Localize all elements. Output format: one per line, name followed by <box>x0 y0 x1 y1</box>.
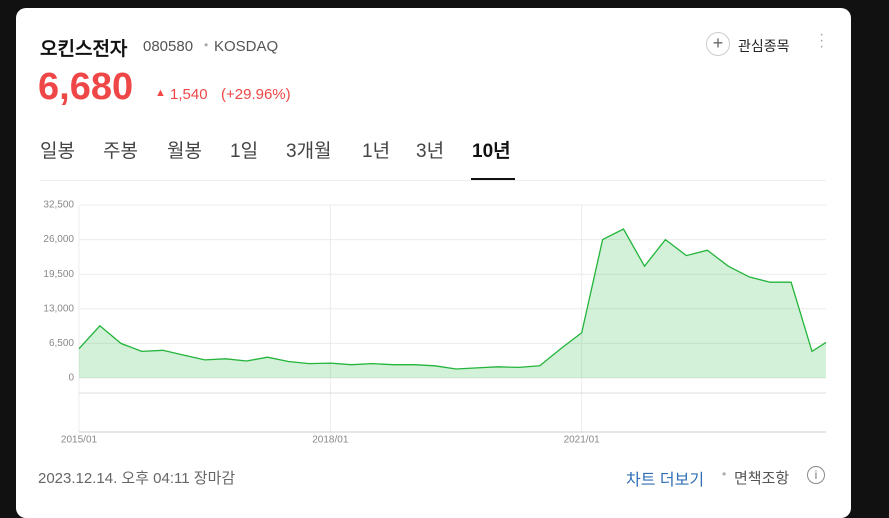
y-tick-label: 6,500 <box>49 338 74 349</box>
disclaimer[interactable]: 면책조항 <box>734 470 790 487</box>
watch-button[interactable]: 관심종목 <box>738 38 790 54</box>
change-pct: (+29.96%) <box>221 86 291 103</box>
price: 6,680 <box>38 66 134 108</box>
tab[interactable]: 10년 <box>472 141 511 162</box>
tab[interactable]: 3년 <box>416 141 445 162</box>
line <box>78 228 827 370</box>
stock-code: 080580 <box>143 38 194 55</box>
stock-name: 오킨스전자 <box>40 39 128 60</box>
more-menu[interactable]: · · · <box>819 26 825 55</box>
info-icon[interactable]: i <box>807 466 825 484</box>
chart: 0 6,500 13,000 19,500 26,000 32,500 2015/01 201… <box>43 200 827 446</box>
y-tick-label: 0 <box>68 373 74 384</box>
y-tick-label: 26,000 <box>43 234 74 245</box>
x-tick-label: 2018/01 <box>312 435 349 446</box>
tab[interactable]: 일봉 <box>40 141 75 162</box>
timestamp: 2023.12.14. 오후 04:11 장마감 <box>38 470 236 487</box>
y-tick-label: 32,500 <box>43 200 74 211</box>
tab[interactable]: 3개월 <box>286 141 332 162</box>
tab[interactable]: 1년 <box>362 141 391 162</box>
up-arrow: ▲ <box>155 87 166 99</box>
separator: • <box>204 38 209 52</box>
y-tick-label: 19,500 <box>43 269 74 280</box>
tab[interactable]: 1일 <box>230 141 259 162</box>
x-tick-label: 2021/01 <box>564 435 601 446</box>
x-tick-label: 2015/01 <box>61 435 98 446</box>
change: 1,540 <box>170 86 208 103</box>
y-tick-label: 13,000 <box>43 303 74 314</box>
tab[interactable]: 주봉 <box>103 141 138 162</box>
separator: • <box>722 467 727 481</box>
stock-card: 오킨스전자 080580 • KOSDAQ + 관심종목 · · · 6,680 ▲… <box>16 8 851 518</box>
divider <box>40 180 826 181</box>
tab[interactable]: 월봉 <box>167 141 202 162</box>
add-icon[interactable]: + <box>706 32 730 56</box>
market: KOSDAQ <box>214 38 279 55</box>
area <box>79 229 826 378</box>
tab-underline <box>471 178 515 180</box>
more-chart[interactable]: 차트 더보기 <box>626 472 705 489</box>
